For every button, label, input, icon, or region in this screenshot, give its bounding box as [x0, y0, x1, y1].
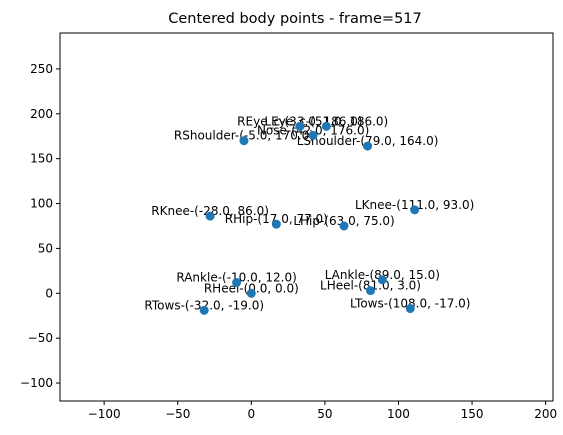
point-label: RKnee-(-28.0, 86.0): [151, 204, 269, 218]
data-point: [295, 121, 305, 131]
x-axis-ticks: −100 −50 0 50 100 150 200: [88, 401, 557, 421]
x-tick-label: −50: [165, 407, 190, 421]
y-tick-label: −50: [28, 331, 53, 345]
data-point: [232, 278, 242, 288]
data-point: [271, 219, 281, 229]
point-label: LTows-(108.0, -17.0): [350, 297, 470, 311]
point-label: REye_c-(33.0, 186.0): [237, 114, 362, 128]
chart-title: Centered body points - frame=517: [168, 11, 422, 27]
data-points: [199, 121, 420, 315]
y-tick-label: 100: [30, 197, 53, 211]
y-tick-label: 250: [30, 62, 53, 76]
x-tick-label: 0: [247, 407, 255, 421]
point-label: RHip-(17.0, 77.0): [225, 212, 328, 226]
point-label: LEye_c-(51.0, 186.0): [264, 114, 388, 128]
point-label: LShoulder-(79.0, 164.0): [297, 134, 439, 148]
y-axis-ticks: −100 −50 0 50 100 150 200 250: [20, 62, 60, 390]
data-point: [239, 136, 249, 146]
y-tick-label: 150: [30, 152, 53, 166]
point-label: RAnkle-(-10.0, 12.0): [176, 271, 296, 285]
y-tick-label: 0: [45, 286, 53, 300]
data-point: [199, 305, 209, 315]
data-point: [246, 288, 256, 298]
point-label: RTows-(-32.0, -19.0): [144, 298, 264, 312]
point-label: LKnee-(111.0, 93.0): [355, 198, 474, 212]
point-label: Nose-(42.0, 176.0): [257, 123, 369, 137]
y-tick-label: 200: [30, 107, 53, 121]
data-point: [405, 304, 415, 314]
x-tick-label: 150: [461, 407, 484, 421]
x-tick-label: 50: [317, 407, 332, 421]
data-point: [366, 286, 376, 296]
point-label: LHip-(63.0, 75.0): [293, 214, 394, 228]
plot-frame: [59, 32, 554, 402]
data-point: [377, 275, 387, 285]
point-annotations: LEye_c-(51.0, 186.0)REye_c-(33.0, 186.0)…: [144, 114, 474, 312]
data-point: [205, 211, 215, 221]
data-point: [308, 130, 318, 140]
y-tick-label: −100: [20, 376, 53, 390]
data-point: [339, 221, 349, 231]
x-tick-label: 200: [534, 407, 557, 421]
data-point: [410, 205, 420, 215]
point-label: LAnkle-(89.0, 15.0): [325, 268, 440, 282]
y-tick-label: 50: [38, 241, 53, 255]
point-label: RShoulder-(-5.0, 170.0): [174, 129, 314, 143]
data-point: [363, 141, 373, 151]
point-label: RHeel-(0.0, 0.0): [204, 281, 299, 295]
point-label: LHeel-(81.0, 3.0): [320, 279, 421, 293]
x-tick-label: 100: [387, 407, 410, 421]
data-point: [321, 121, 331, 131]
x-tick-label: −100: [88, 407, 121, 421]
